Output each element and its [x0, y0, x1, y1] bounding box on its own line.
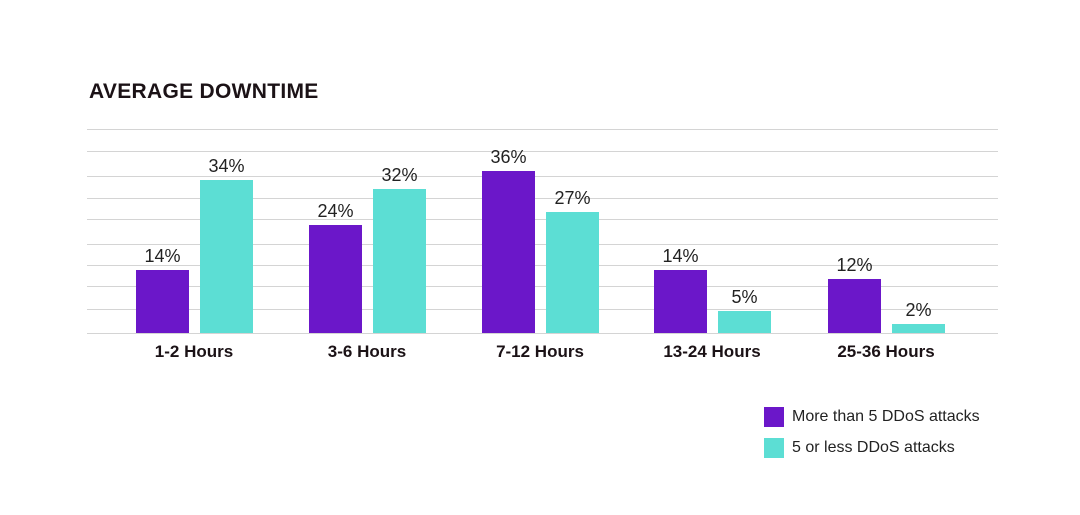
legend-swatch [764, 437, 784, 458]
bar-value-label: 24% [317, 201, 354, 221]
gridline [87, 244, 998, 245]
legend-label: 5 or less DDoS attacks [792, 438, 955, 456]
gridline [87, 333, 998, 334]
category-label: 25-36 Hours [837, 342, 935, 361]
legend-swatch [764, 406, 784, 427]
legend-item: More than 5 DDoS attacks [764, 401, 980, 432]
gridline [87, 198, 998, 199]
bar-value-label: 14% [144, 246, 181, 266]
legend: More than 5 DDoS attacks 5 or less DDoS a… [764, 401, 980, 463]
bar [828, 279, 881, 333]
gridline [87, 265, 998, 266]
bar [546, 211, 599, 333]
bar-value-label: 36% [490, 147, 527, 167]
bar [718, 310, 771, 333]
bar-value-label: 2% [905, 300, 932, 320]
chart-title: AVERAGE DOWNTIME [89, 80, 319, 103]
bar-value-label: 27% [554, 187, 591, 208]
gridline [87, 151, 998, 152]
bar [200, 180, 253, 333]
bar-value-label: 5% [731, 286, 758, 307]
gridline [87, 309, 998, 310]
bar [373, 189, 426, 333]
bar [892, 324, 945, 333]
bar-value-label: 32% [381, 165, 418, 185]
gridline [87, 286, 998, 287]
bar-value-label: 14% [662, 246, 699, 266]
gridline [87, 219, 998, 220]
bar-value-label: 34% [208, 156, 245, 176]
category-label: 13-24 Hours [663, 342, 761, 361]
category-label: 7-12 Hours [496, 342, 584, 361]
bar-value-label: 12% [836, 255, 873, 275]
bar [654, 270, 707, 333]
bar [309, 225, 362, 333]
category-label: 1-2 Hours [154, 342, 234, 361]
category-label: 3-6 Hours [327, 342, 407, 361]
gridline [87, 176, 998, 177]
gridline [87, 129, 998, 130]
legend-item: 5 or less DDoS attacks [764, 432, 980, 463]
bar [136, 270, 189, 333]
legend-label: More than 5 DDoS attacks [792, 407, 980, 425]
bar [482, 171, 535, 333]
